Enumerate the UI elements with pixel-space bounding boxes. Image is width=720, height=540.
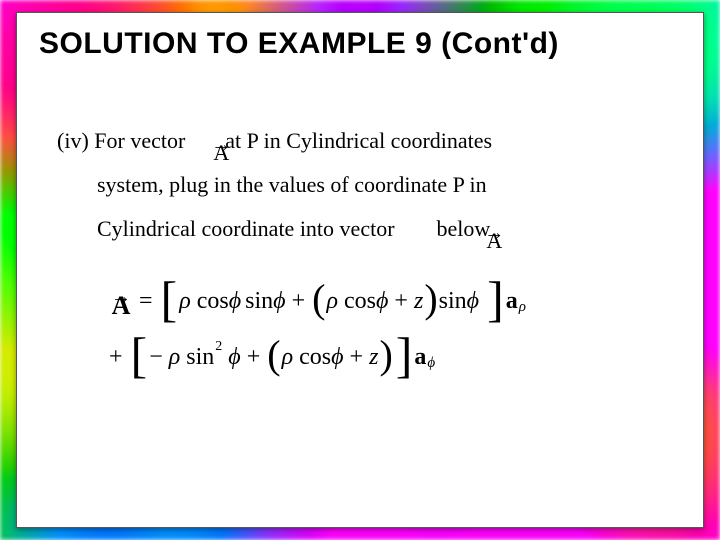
text-sin: sin xyxy=(186,344,214,371)
symbol-rho: ρ xyxy=(169,344,181,371)
text-segment: (iv) For vector xyxy=(57,119,185,163)
text-segment: Cylindrical coordinate into vector xyxy=(97,207,395,251)
body-line-3: Cylindrical coordinate into vector below… xyxy=(97,207,681,251)
minus-sign: − xyxy=(149,344,163,371)
vector-arrow: → xyxy=(484,228,504,238)
symbol-rho: ρ xyxy=(179,288,191,315)
symbol-rho: ρ xyxy=(282,344,294,371)
subscript-rho: ρ xyxy=(519,299,526,316)
plus-sign: + xyxy=(292,288,306,315)
text-cos: cos xyxy=(344,288,376,315)
body-text: (iv) For vector → A at P in Cylindrical … xyxy=(39,119,681,251)
equation-row-2: + [ − ρ sin 2 ϕ + ( ρ cos ϕ + z ) ] a xyxy=(109,329,681,385)
text-segment: below xyxy=(437,207,491,251)
symbol-z: z xyxy=(414,288,423,315)
symbol-phi: ϕ xyxy=(467,288,479,315)
subscript-phi: ϕ xyxy=(427,355,435,372)
equation-block: → A = [ ρ cos ϕ sin ϕ + ( ρ cos ϕ + z ) xyxy=(109,273,681,385)
vector-arrow: → xyxy=(211,140,231,150)
symbol-phi: ϕ xyxy=(376,288,388,315)
vector-a-icon: → A xyxy=(484,225,504,247)
equals-sign: = xyxy=(139,288,153,315)
slide-card: SOLUTION TO EXAMPLE 9 (Cont'd) (iv) For … xyxy=(16,12,704,528)
vector-a-icon: → A xyxy=(111,289,131,313)
text-segment: at P in Cylindrical coordinates xyxy=(225,119,492,163)
text-sin: sin xyxy=(439,288,467,315)
text-cos: cos xyxy=(197,288,229,315)
plus-sign: + xyxy=(394,288,408,315)
plus-sign: + xyxy=(109,344,123,371)
equation-row-1: → A = [ ρ cos ϕ sin ϕ + ( ρ cos ϕ + z ) xyxy=(109,273,681,329)
symbol-phi: ϕ xyxy=(273,288,285,315)
text-cos: cos xyxy=(299,344,331,371)
body-line-2: system, plug in the values of coordinate… xyxy=(97,163,681,207)
vector-arrow: → xyxy=(111,292,131,302)
unit-vector-a: a xyxy=(414,344,426,371)
vector-a-icon: → A xyxy=(211,137,231,159)
slide-title: SOLUTION TO EXAMPLE 9 (Cont'd) xyxy=(39,27,681,61)
symbol-phi: ϕ xyxy=(228,344,240,371)
symbol-z: z xyxy=(369,344,378,371)
text-sin: sin xyxy=(245,288,273,315)
plus-sign: + xyxy=(247,344,261,371)
superscript-two: 2 xyxy=(215,339,222,355)
body-line-1: (iv) For vector → A at P in Cylindrical … xyxy=(57,119,681,163)
unit-vector-a: a xyxy=(506,288,518,315)
plus-sign: + xyxy=(350,344,364,371)
symbol-rho: ρ xyxy=(326,288,338,315)
symbol-phi: ϕ xyxy=(229,288,241,315)
symbol-phi: ϕ xyxy=(331,344,343,371)
